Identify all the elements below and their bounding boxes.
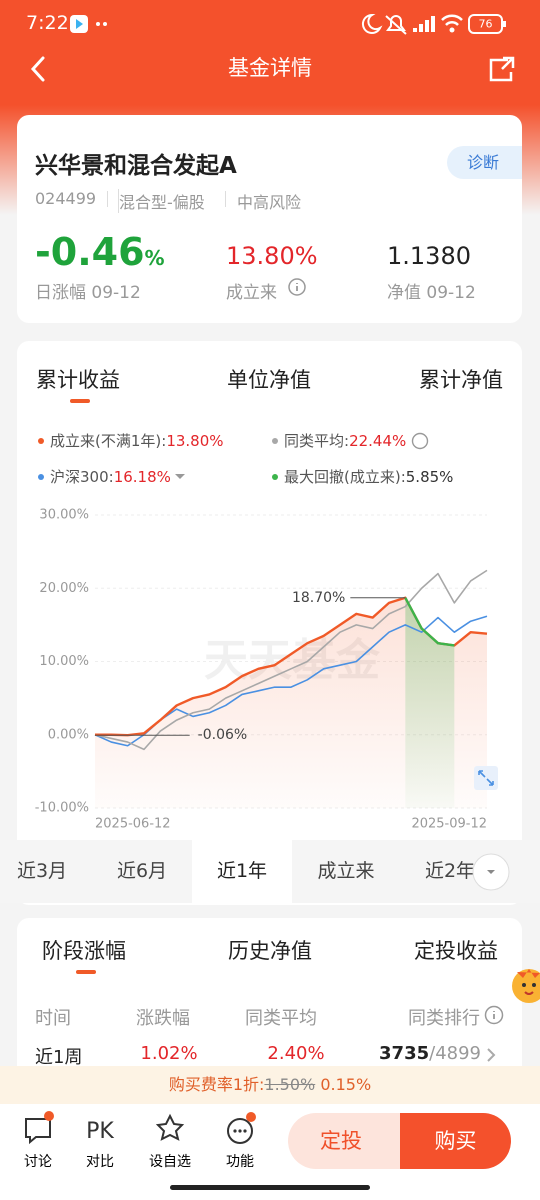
legend-dot (272, 474, 278, 480)
nav: 1.1380 (387, 242, 471, 270)
fund-name: 兴华景和混合发起A (35, 153, 237, 179)
y-tick-label: 0.00% (48, 727, 89, 742)
home-indicator (170, 1185, 370, 1190)
row-peer-avg: 2.40% (267, 1043, 325, 1064)
legend-value: 13.80% (166, 432, 223, 450)
tab-underline (76, 970, 96, 974)
row-period: 近1周 (35, 1047, 83, 1068)
nav-label[interactable]: 功能 (226, 1154, 254, 1170)
legend-value: 22.44% (349, 432, 406, 450)
legend-dot (38, 474, 44, 480)
legend-label: 最大回撤(成立来):5.85% (284, 468, 453, 486)
daily-change: -0.46% (35, 230, 165, 274)
period-tab[interactable]: 近6月 (116, 860, 168, 882)
daily-change-unit: % (144, 246, 165, 270)
rank: 3735 (379, 1043, 430, 1064)
divider (225, 191, 226, 207)
chart-card (17, 341, 522, 905)
legend-name: 同类平均: (284, 432, 349, 450)
mascot[interactable] (505, 958, 540, 1010)
drawdown-line (404, 597, 455, 647)
daily-change-value: -0.46 (35, 230, 145, 274)
tab-underline (70, 399, 90, 403)
fund-code: 024499 (35, 189, 97, 208)
legend-dot (38, 438, 44, 444)
chart: 成立来(不满1年):13.80% 同类平均:22.44% 沪深300:16.18% 最… (35, 432, 498, 832)
divider (107, 191, 108, 207)
period-tab[interactable]: 近1年 (192, 840, 292, 903)
legend-label: 同类平均:22.44% (284, 432, 406, 450)
performance-card (17, 918, 522, 1078)
rank-total: /4899 (429, 1043, 481, 1064)
column-header: 同类平均 (245, 1008, 317, 1029)
fee-banner[interactable]: 购买费率1折:1.50% 0.15% (0, 1066, 540, 1104)
period-tab[interactable]: 成立来 (317, 860, 375, 882)
y-tick-label: 30.00% (39, 508, 89, 523)
info-icon[interactable] (483, 1004, 505, 1026)
info-icon[interactable] (287, 277, 307, 297)
diagnose-tag[interactable]: 诊断 (447, 146, 522, 179)
expand-button (474, 766, 498, 790)
fee-old: 1.50% (264, 1075, 316, 1094)
y-tick-label: 10.00% (39, 654, 89, 669)
legend-name: 沪深300: (50, 468, 114, 486)
period-tab[interactable]: 近2年 (424, 860, 476, 882)
chart-tab[interactable]: 单位净值 (227, 368, 311, 392)
header-icons: 76 基金详情 (30, 13, 515, 82)
perf-tab[interactable]: 阶段涨幅 (42, 939, 126, 963)
chart-tab[interactable]: 累计净值 (419, 368, 503, 392)
legend-value: 5.85% (406, 468, 454, 486)
chart-tab[interactable]: 累计收益 (36, 368, 120, 392)
column-header: 时间 (35, 1008, 71, 1029)
fund-category: 混合型-偏股 (118, 189, 205, 213)
fund-risk: 中高风险 (237, 193, 302, 212)
legend-label: 沪深300:16.18% (50, 468, 171, 486)
legend-value: 16.18% (114, 468, 171, 486)
row-rank: 3735/4899 (379, 1043, 481, 1064)
x-tick-label: 2025-09-12 (411, 817, 487, 832)
info-icon (411, 432, 429, 450)
fund-card (17, 115, 522, 323)
buy-button[interactable]: 购买 (400, 1113, 511, 1169)
fee-text: 购买费率1折: (168, 1075, 265, 1094)
period-dropdown[interactable] (471, 852, 511, 892)
bottom-icons: PK 讨论 对比 设自选 功能 (24, 1111, 256, 1170)
expand-icon (478, 770, 494, 786)
status-time: 7:22 (26, 12, 69, 34)
column-header: 同类排行 (408, 1008, 480, 1029)
since-inception: 13.80% (226, 242, 318, 270)
annotation-label: 18.70% (292, 590, 345, 606)
perf-tab[interactable]: 历史净值 (228, 939, 312, 963)
since-inception-label: 成立来 (226, 283, 277, 303)
chevron[interactable] (484, 1045, 498, 1065)
drawdown-area (405, 597, 455, 808)
perf-tab[interactable]: 定投收益 (414, 939, 498, 963)
y-tick-label: 20.00% (39, 581, 89, 596)
x-tick-label: 2025-06-12 (95, 817, 171, 832)
period-tab[interactable]: 近3月 (16, 860, 68, 882)
legend-name: 成立来(不满1年): (50, 432, 166, 450)
nav-label: 净值 09-12 (387, 283, 476, 303)
y-tick-label: -10.00% (35, 801, 89, 816)
column-header: 涨跌幅 (136, 1008, 190, 1029)
nav-label[interactable]: 设自选 (149, 1154, 191, 1170)
annotation-label: -0.06% (198, 727, 248, 743)
invest-button[interactable]: 定投 (288, 1113, 408, 1169)
nav-label[interactable]: 讨论 (24, 1154, 52, 1170)
fee-new: 0.15% (320, 1075, 372, 1094)
pk-icon[interactable]: PK (86, 1119, 114, 1144)
header-title: 基金详情 (228, 56, 312, 80)
row-change: 1.02% (140, 1043, 198, 1064)
series-line (94, 569, 488, 751)
area (95, 597, 487, 808)
nav-label[interactable]: 对比 (86, 1154, 114, 1170)
battery-level: 76 (479, 18, 493, 31)
legend-label: 成立来(不满1年):13.80% (50, 432, 224, 450)
legend-dot (272, 438, 278, 444)
legend-name: 最大回撤(成立来): (284, 468, 406, 486)
daily-change-label: 日涨幅 09-12 (35, 283, 141, 303)
legend-dropdown (175, 474, 185, 479)
